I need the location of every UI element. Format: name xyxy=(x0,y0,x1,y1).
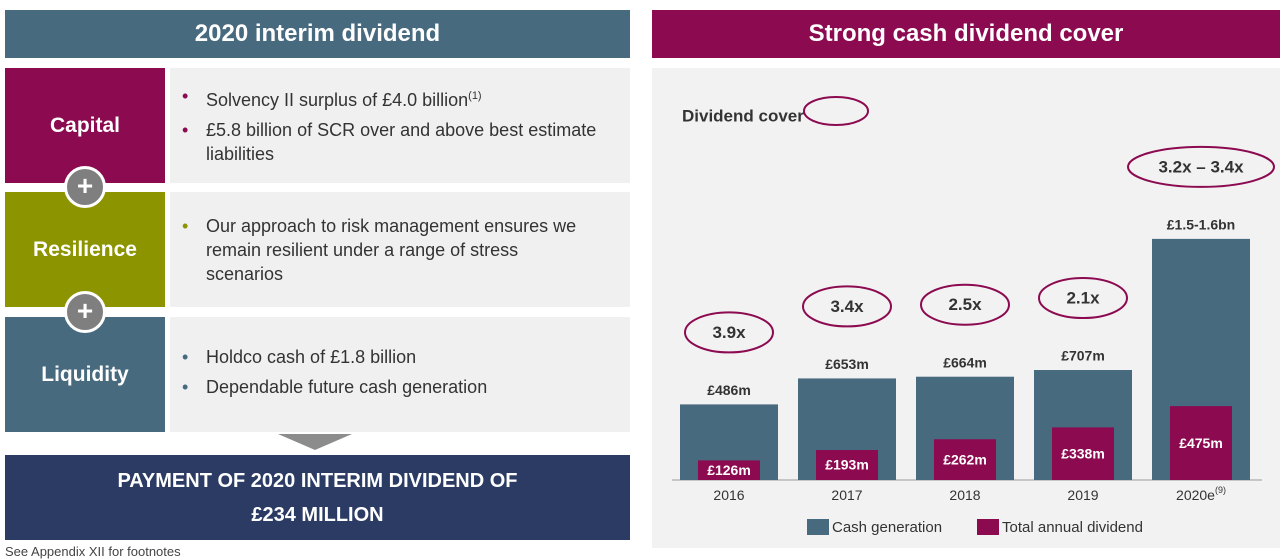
x-tick-label: 2020e(9) xyxy=(1176,485,1226,502)
bullet: • Holdco cash of £1.8 billion xyxy=(182,345,600,369)
bullet-text: Solvency II surplus of £4.0 billion xyxy=(206,90,469,110)
bar xyxy=(934,439,996,480)
bullet-list: • Solvency II surplus of £4.0 billion(1) •… xyxy=(182,84,600,166)
plus-icon: + xyxy=(64,291,106,333)
arrow xyxy=(278,434,352,450)
payment-line: PAYMENT OF 2020 INTERIM DIVIDEND OF xyxy=(117,469,518,492)
bullet: • £5.8 billion of SCR over and above best… xyxy=(182,118,600,166)
cover-ellipse xyxy=(1127,145,1275,188)
chart: Dividend cover £486m £126m 3.9x 2016 £653m £19… xyxy=(652,68,1280,548)
bullet-text: Holdco cash of £1.8 billion xyxy=(206,347,417,367)
section-label: Capital xyxy=(5,68,165,183)
value-label: £193m xyxy=(825,457,869,473)
payment-box: PAYMENT OF 2020 INTERIM DIVIDEND OF £234… xyxy=(5,455,630,540)
x-tick-label: 2019 xyxy=(1067,487,1098,503)
bullet-text: Dependable future cash generation xyxy=(206,377,488,397)
bar xyxy=(698,460,760,480)
bullet-dot: • xyxy=(182,86,189,106)
bullet-dot: • xyxy=(182,377,189,397)
category: 2018 xyxy=(949,487,980,503)
section-label: Liquidity xyxy=(5,317,165,432)
legend-swatch xyxy=(977,519,999,535)
cover-title: Dividend cover xyxy=(682,106,804,125)
value-label: £486m xyxy=(707,382,751,398)
section-box: • Holdco cash of £1.8 billion • Dependable … xyxy=(170,317,630,432)
bullet: • Our approach to risk management ensures… xyxy=(182,214,600,286)
x-tick-label: 2018 xyxy=(949,487,980,503)
footnote: See Appendix XII for footnotes xyxy=(5,544,181,559)
category: 2019 xyxy=(1067,487,1098,503)
value-label: £475m xyxy=(1179,435,1223,451)
x-tick-label: 2017 xyxy=(831,487,862,503)
cover-ellipse xyxy=(684,311,774,354)
legend-label: Total annual dividend xyxy=(1002,519,1143,536)
category: 2016 xyxy=(713,487,744,503)
chart-title: Strong cash dividend cover xyxy=(652,10,1280,58)
bullet: • Dependable future cash generation xyxy=(182,375,600,399)
section-box: • Solvency II surplus of £4.0 billion(1) •… xyxy=(170,68,630,183)
category: 2017 xyxy=(831,487,862,503)
plus-icon: + xyxy=(64,166,106,208)
cover-label: 3.4x xyxy=(830,297,864,316)
cover-legend-ellipse xyxy=(803,96,869,126)
cover-label: 2.5x xyxy=(948,295,982,314)
cover-ellipse xyxy=(920,283,1010,326)
bullet-list: • Holdco cash of £1.8 billion • Dependable … xyxy=(182,345,600,399)
bullet-dot: • xyxy=(182,347,189,367)
value-label: £653m xyxy=(825,356,869,372)
cover-ellipse xyxy=(802,285,892,328)
value-label: £126m xyxy=(707,462,751,478)
section-label: Resilience xyxy=(5,192,165,307)
bar xyxy=(1170,406,1232,480)
left-title: 2020 interim dividend xyxy=(5,10,630,58)
bullet-text: £5.8 billion of SCR over and above best … xyxy=(206,120,597,164)
cover-label: 3.9x xyxy=(712,323,746,342)
value-label: £262m xyxy=(943,451,987,467)
cover-ellipse xyxy=(1038,277,1128,320)
value-label: £664m xyxy=(943,354,987,370)
bullet-text: Our approach to risk management ensures … xyxy=(206,216,577,284)
bullet: • Solvency II surplus of £4.0 billion(1) xyxy=(182,84,600,112)
superscript: (1) xyxy=(468,90,482,102)
cover-label: 2.1x xyxy=(1066,289,1100,308)
category: 2020e xyxy=(1176,487,1215,503)
x-tick-label: 2016 xyxy=(713,487,744,503)
value-label: £338m xyxy=(1061,445,1105,461)
bar xyxy=(816,449,878,480)
bar xyxy=(1052,427,1114,480)
bullet-dot: • xyxy=(182,120,189,140)
payment-line: £234 MILLION xyxy=(251,503,384,526)
legend-label: Cash generation xyxy=(832,519,942,536)
superscript: (9) xyxy=(1215,485,1226,495)
section-box: • Our approach to risk management ensures… xyxy=(170,192,630,307)
bullet-dot: • xyxy=(182,216,189,236)
cover-label: 3.2x – 3.4x xyxy=(1158,157,1244,176)
legend-swatch xyxy=(807,519,829,535)
bullet-list: • Our approach to risk management ensures… xyxy=(182,214,600,286)
value-label: £1.5-1.6bn xyxy=(1167,217,1235,233)
value-label: £707m xyxy=(1061,348,1105,364)
